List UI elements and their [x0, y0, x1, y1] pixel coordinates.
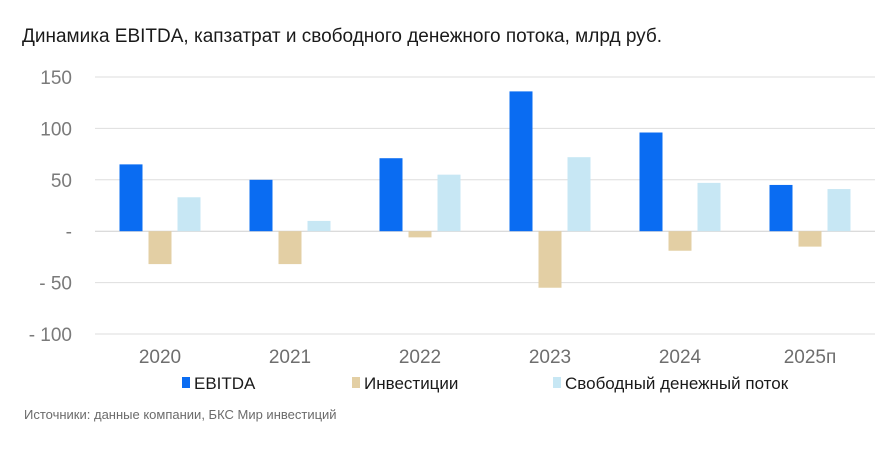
bar-ebitda-3 — [509, 91, 533, 232]
y-tick-label: 150 — [40, 68, 72, 89]
bar-ebitda-4 — [639, 132, 663, 232]
legend-label: EBITDA — [194, 374, 256, 393]
bar-investments-4 — [668, 231, 692, 251]
bar-investments-5 — [798, 231, 822, 247]
y-tick-label: - — [66, 222, 72, 243]
bar-ebitda-0 — [119, 164, 143, 232]
x-category-label: 2021 — [269, 347, 311, 368]
legend-swatch — [182, 377, 190, 388]
bar-ebitda-1 — [249, 179, 273, 232]
x-category-label: 2023 — [529, 347, 571, 368]
y-axis-ticks: 150 100 50 - - 50 - 100 — [29, 68, 72, 346]
bar-investments-2 — [408, 231, 432, 238]
source-note: Источники: данные компании, БКС Мир инве… — [24, 407, 337, 422]
bar-investments-1 — [278, 231, 302, 265]
x-category-label: 2020 — [139, 347, 181, 368]
chart-title: Динамика EBITDA, капзатрат и свободного … — [22, 26, 663, 47]
legend-label: Свободный денежный поток — [565, 374, 789, 393]
y-tick-label: - 50 — [39, 274, 72, 295]
y-tick-label: 100 — [40, 119, 72, 140]
x-category-label: 2025п — [784, 347, 837, 368]
bar-fcf-0 — [177, 197, 201, 232]
x-axis-categories: 2020 2021 2022 2023 2024 2025п — [139, 347, 836, 368]
y-tick-label: 50 — [51, 171, 72, 192]
bar-fcf-4 — [697, 182, 721, 232]
legend-swatch — [352, 377, 360, 388]
legend: EBITDA Инвестиции Свободный денежный поток — [182, 374, 789, 393]
x-category-label: 2022 — [399, 347, 441, 368]
bar-investments-0 — [148, 231, 172, 265]
gridlines — [95, 76, 875, 335]
bar-fcf-1 — [307, 220, 331, 232]
bar-fcf-5 — [827, 189, 851, 232]
bars — [119, 91, 851, 288]
legend-label: Инвестиции — [364, 374, 458, 393]
legend-swatch — [553, 377, 561, 388]
bar-ebitda-5 — [769, 184, 793, 232]
x-category-label: 2024 — [659, 347, 702, 368]
bar-ebitda-2 — [379, 158, 403, 232]
y-tick-label: - 100 — [29, 325, 72, 346]
bar-investments-3 — [538, 231, 562, 288]
bar-fcf-2 — [437, 174, 461, 232]
bar-fcf-3 — [567, 157, 591, 232]
